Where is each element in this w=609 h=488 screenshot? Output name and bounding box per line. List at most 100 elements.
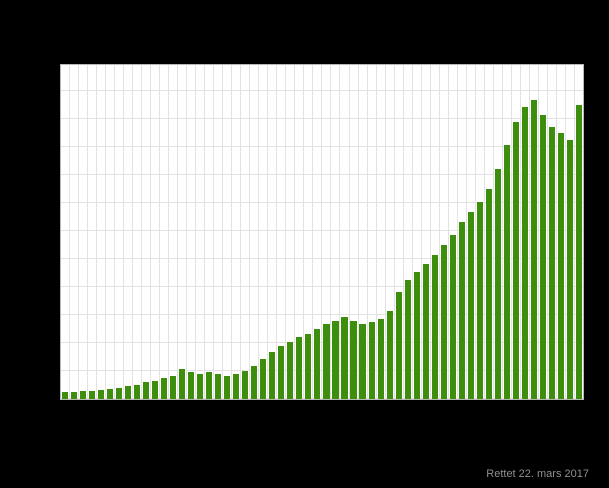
bar-cell: [70, 65, 80, 399]
bar: [476, 201, 483, 399]
bar: [61, 392, 69, 399]
footnote-revision-date: Rettet 22. mars 2017: [486, 468, 589, 480]
bar: [70, 392, 78, 399]
bar: [440, 245, 447, 399]
bar: [296, 337, 303, 399]
bar-cell: [259, 65, 269, 399]
bar-cell: [458, 65, 467, 399]
bar: [494, 168, 501, 399]
bar-cell: [214, 65, 224, 399]
bar-cell: [395, 65, 404, 399]
bar-cell: [160, 65, 170, 399]
bar: [98, 389, 105, 399]
bar-cell: [359, 65, 368, 399]
bar: [242, 370, 249, 399]
bar-cell: [476, 65, 485, 399]
bar-cell: [575, 65, 583, 399]
bar: [467, 211, 474, 399]
bar-cell: [521, 65, 530, 399]
bar-cell: [331, 65, 341, 399]
bar-cell: [431, 65, 440, 399]
bar: [269, 352, 276, 399]
bar-cell: [322, 65, 332, 399]
bar-cell: [142, 65, 152, 399]
bar-cell: [440, 65, 449, 399]
bar: [260, 358, 267, 399]
bar-cell: [368, 65, 377, 399]
bar: [305, 333, 312, 399]
bar: [350, 320, 357, 399]
bar-cell: [97, 65, 107, 399]
bar-cell: [115, 65, 125, 399]
bar: [458, 221, 465, 399]
bar-cell: [223, 65, 233, 399]
bar-cell: [232, 65, 242, 399]
bar-cell: [377, 65, 386, 399]
bar: [539, 115, 546, 399]
bar-cell: [286, 65, 296, 399]
bar-cell: [386, 65, 395, 399]
bar: [188, 371, 195, 399]
bar-cell: [304, 65, 314, 399]
bar-cell: [512, 65, 521, 399]
bar: [197, 373, 204, 399]
bar-cell: [133, 65, 143, 399]
bar-cell: [79, 65, 89, 399]
bar: [89, 390, 96, 399]
bar-cell: [277, 65, 287, 399]
bar-cell: [187, 65, 197, 399]
plot-area: [60, 64, 584, 400]
bar: [449, 235, 456, 399]
bar-cell: [548, 65, 557, 399]
bar: [134, 384, 141, 399]
bar: [332, 320, 339, 399]
bar: [566, 140, 573, 399]
bar: [368, 322, 375, 399]
bar-cell: [106, 65, 116, 399]
bar-cell: [178, 65, 188, 399]
bar-cell: [241, 65, 251, 399]
bar: [548, 126, 555, 399]
bar-cell: [61, 65, 71, 399]
bar: [143, 382, 150, 399]
bar: [395, 292, 402, 399]
bar: [503, 145, 510, 399]
bar-cell: [485, 65, 494, 399]
bar-cell: [557, 65, 566, 399]
bar: [431, 255, 438, 399]
bar: [413, 272, 420, 399]
bar-cell: [313, 65, 323, 399]
bar-cell: [467, 65, 476, 399]
bar: [224, 375, 231, 399]
bar: [341, 317, 348, 399]
bar-cell: [205, 65, 215, 399]
bar: [377, 318, 384, 399]
bar-cell: [530, 65, 539, 399]
bar-cell: [169, 65, 179, 399]
bar-cell: [503, 65, 512, 399]
bar: [404, 280, 411, 399]
bar: [278, 345, 285, 399]
bar: [233, 373, 240, 399]
bar: [287, 342, 294, 399]
bar-cell: [340, 65, 350, 399]
bar-cell: [124, 65, 134, 399]
bar-cell: [350, 65, 359, 399]
bar: [314, 328, 321, 399]
bar: [215, 373, 222, 399]
bar: [386, 310, 393, 399]
bar: [125, 386, 132, 399]
bar: [116, 387, 123, 399]
bar-cell: [539, 65, 548, 399]
bar-cell: [404, 65, 413, 399]
bar: [170, 375, 177, 399]
bar: [251, 365, 258, 399]
bar: [179, 368, 186, 399]
bar-cell: [413, 65, 422, 399]
bar: [485, 188, 492, 399]
bar: [206, 372, 213, 399]
bar: [107, 388, 114, 399]
bar: [530, 100, 537, 399]
bar-cell: [250, 65, 260, 399]
bar: [152, 380, 159, 399]
